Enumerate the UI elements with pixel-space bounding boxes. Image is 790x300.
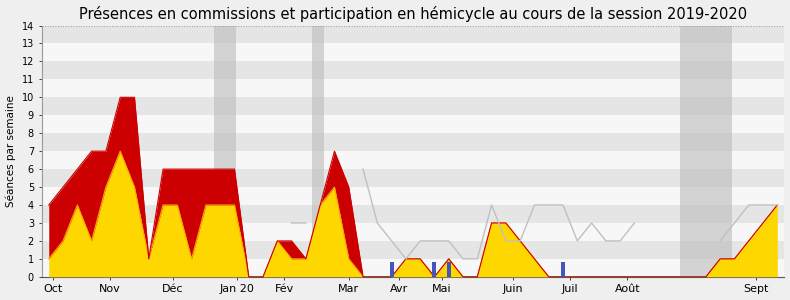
Bar	[42, 115, 784, 133]
Bar	[42, 259, 784, 277]
Bar	[389, 262, 393, 277]
Bar	[42, 61, 784, 80]
Bar	[561, 262, 565, 277]
Bar	[42, 241, 784, 259]
Bar	[432, 262, 436, 277]
Bar	[42, 44, 784, 62]
Bar	[447, 262, 451, 277]
Bar	[42, 169, 784, 187]
Bar	[680, 26, 732, 277]
Bar	[42, 80, 784, 97]
Title: Présences en commissions et participation en hémicycle au cours de la session 20: Présences en commissions et participatio…	[79, 6, 747, 22]
Bar	[42, 97, 784, 115]
Bar	[42, 26, 784, 44]
Bar	[311, 26, 325, 277]
Bar	[42, 187, 784, 205]
Bar	[42, 133, 784, 151]
Bar	[42, 151, 784, 169]
Bar	[214, 26, 236, 277]
Bar	[42, 223, 784, 241]
Y-axis label: Séances par semaine: Séances par semaine	[6, 95, 16, 207]
Bar	[42, 205, 784, 223]
